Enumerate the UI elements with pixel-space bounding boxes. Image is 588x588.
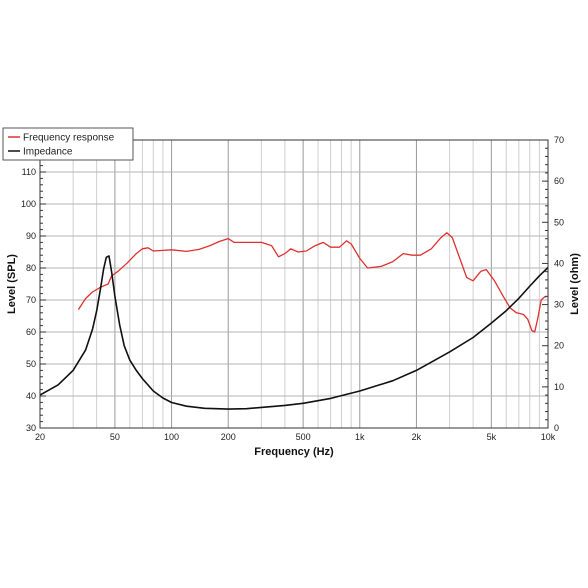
- x-tick-label: 10k: [541, 432, 556, 442]
- legend-box: [2, 127, 134, 161]
- legend: Frequency response Impedance: [2, 127, 134, 161]
- y-tick-label-left: 50: [26, 359, 36, 369]
- plot-frame: [39, 139, 549, 429]
- grid: [39, 139, 549, 429]
- y-tick-label-right: 10: [554, 382, 564, 392]
- axes: [39, 139, 549, 429]
- legend-entry: Frequency response: [23, 133, 115, 144]
- y-axis-label-left: Level (SPL): [6, 254, 18, 314]
- y-tick-label-left: 90: [26, 231, 36, 241]
- tick-labels: 3040506070809010011012001020304050607020…: [21, 135, 564, 442]
- x-tick-label: 200: [221, 432, 236, 442]
- axis-labels: Frequency (Hz) Level (SPL) Level (ohm): [6, 253, 581, 458]
- y-tick-label-left: 60: [26, 327, 36, 337]
- series-line-impedance: [39, 255, 549, 410]
- x-tick-label: 2k: [412, 432, 422, 442]
- y-tick-label-left: 40: [26, 391, 36, 401]
- x-tick-label: 20: [35, 432, 45, 442]
- x-tick-label: 1k: [355, 432, 365, 442]
- y-tick-label-right: 50: [554, 217, 564, 227]
- y-tick-label-right: 60: [554, 176, 564, 186]
- y-tick-label-right: 20: [554, 341, 564, 351]
- plot-series: [39, 232, 549, 410]
- x-tick-label: 50: [110, 432, 120, 442]
- y-tick-label-right: 70: [554, 135, 564, 145]
- y-tick-label-left: 80: [26, 263, 36, 273]
- y-tick-label-left: 30: [26, 423, 36, 433]
- y-tick-label-right: 0: [554, 423, 559, 433]
- y-tick-label-right: 40: [554, 258, 564, 268]
- y-tick-label-left: 70: [26, 295, 36, 305]
- y-axis-label-right: Level (ohm): [569, 253, 581, 315]
- x-axis-label: Frequency (Hz): [254, 446, 334, 458]
- series-line-frequency-response: [77, 232, 547, 333]
- x-tick-label: 5k: [487, 432, 497, 442]
- x-tick-label: 500: [296, 432, 311, 442]
- legend-entry: Impedance: [23, 147, 73, 158]
- y-tick-label-left: 100: [21, 199, 36, 209]
- x-tick-label: 100: [164, 432, 179, 442]
- y-tick-label-left: 110: [22, 167, 36, 177]
- y-tick-label-right: 30: [554, 300, 564, 310]
